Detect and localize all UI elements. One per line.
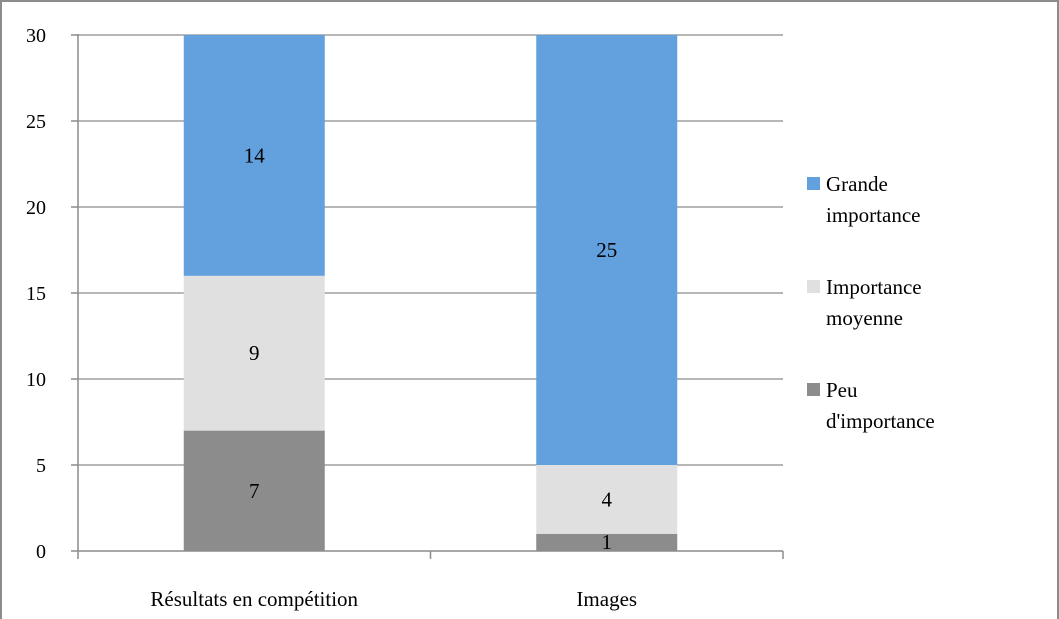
x-tick-label: Images — [576, 587, 637, 611]
y-tick-label: 5 — [36, 455, 46, 477]
legend-label: moyenne — [826, 306, 903, 330]
y-tick-label: 15 — [26, 283, 46, 305]
legend-label: Importance — [826, 275, 922, 299]
data-label: 4 — [602, 487, 613, 511]
legend-swatch — [807, 383, 820, 396]
legend-label: Grande — [826, 172, 888, 196]
y-tick-label: 10 — [26, 369, 46, 391]
bar-segment — [183, 275, 325, 431]
data-label: 25 — [596, 238, 617, 262]
bar-segment — [536, 533, 678, 551]
legend-label: d'importance — [826, 409, 935, 433]
data-label: 9 — [249, 341, 260, 365]
legend-swatch — [807, 177, 820, 190]
bar-segment — [183, 430, 325, 551]
data-label: 14 — [244, 143, 266, 167]
y-tick-label: 30 — [26, 25, 46, 47]
legend-label: Peu — [826, 378, 858, 402]
x-tick-label: Résultats en compétition — [150, 587, 358, 611]
y-tick-label: 25 — [26, 111, 46, 133]
bar-segment — [536, 35, 678, 465]
y-tick-label: 20 — [26, 197, 46, 219]
data-label: 7 — [249, 479, 260, 503]
legend-label: importance — [826, 203, 920, 227]
legend-swatch — [807, 280, 820, 293]
y-tick-label: 0 — [36, 541, 46, 563]
data-label: 1 — [602, 530, 613, 554]
bar-segment — [183, 35, 325, 276]
bar-segment — [536, 465, 678, 534]
